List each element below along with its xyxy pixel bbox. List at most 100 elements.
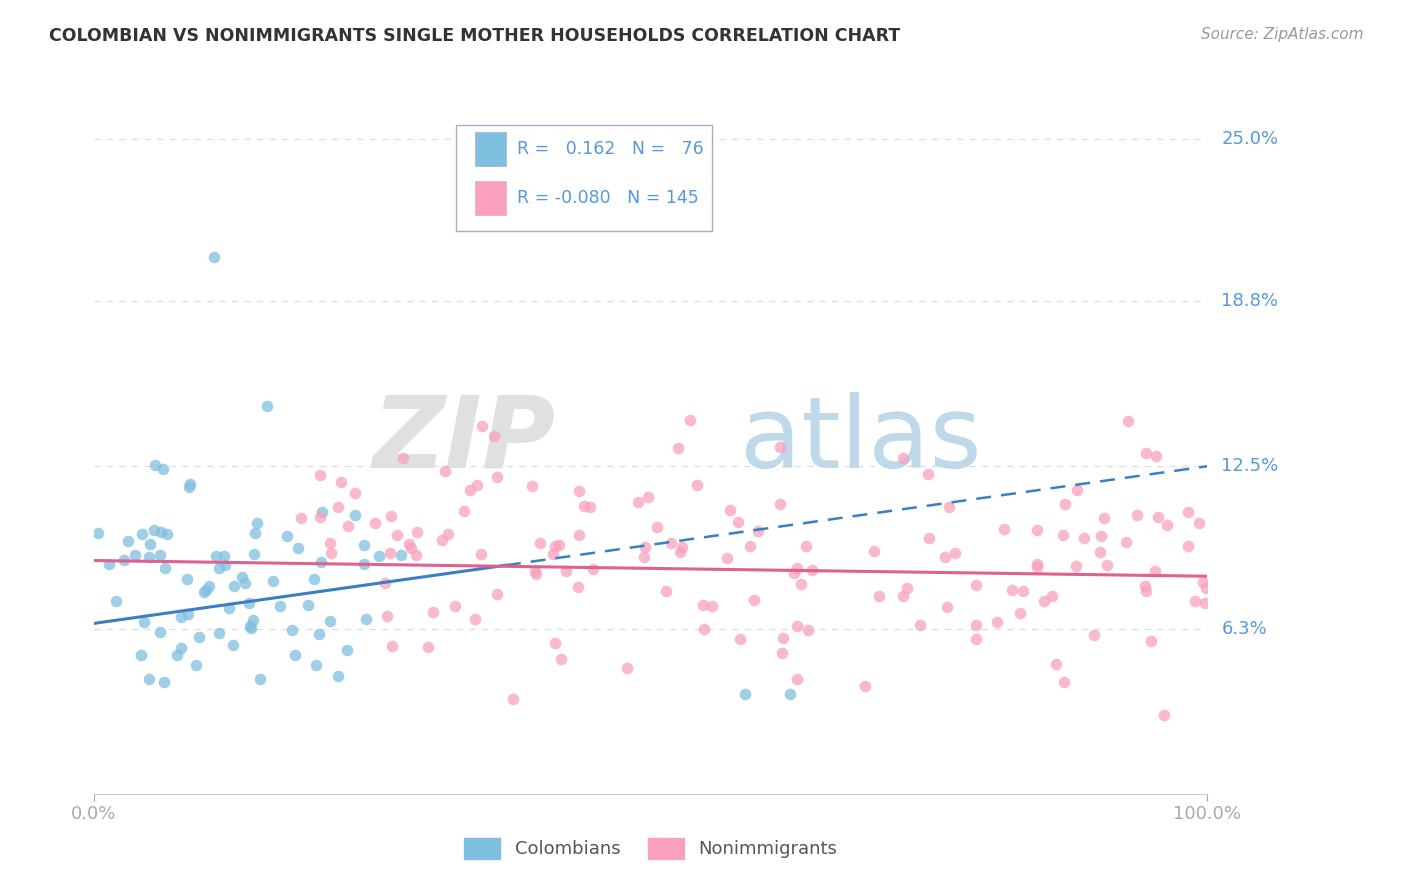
Point xyxy=(328,668,350,682)
Point xyxy=(208,626,231,640)
Point xyxy=(779,687,801,701)
Point xyxy=(309,555,332,569)
Point xyxy=(238,597,260,611)
Point xyxy=(637,491,659,505)
Point xyxy=(486,587,509,601)
Point xyxy=(918,531,941,545)
Point xyxy=(231,570,253,584)
Point xyxy=(1184,593,1206,607)
Point xyxy=(139,536,162,550)
Point xyxy=(1144,564,1167,578)
Text: COLOMBIAN VS NONIMMIGRANTS SINGLE MOTHER HOUSEHOLDS CORRELATION CHART: COLOMBIAN VS NONIMMIGRANTS SINGLE MOTHER… xyxy=(49,27,900,45)
Point xyxy=(471,418,494,433)
Point xyxy=(134,615,156,629)
Point xyxy=(131,527,153,541)
Point xyxy=(380,508,402,523)
Point xyxy=(659,536,682,550)
Point xyxy=(1156,517,1178,532)
Point xyxy=(458,483,481,497)
Point xyxy=(1177,505,1199,519)
Point xyxy=(943,546,966,560)
Point xyxy=(212,549,235,563)
Point xyxy=(1064,559,1087,574)
Point xyxy=(671,540,693,554)
Point xyxy=(464,612,486,626)
Point xyxy=(1115,534,1137,549)
Point xyxy=(1033,594,1056,608)
Point xyxy=(337,519,360,533)
Point xyxy=(249,672,271,686)
Point xyxy=(965,617,987,632)
Point xyxy=(156,527,179,541)
Point xyxy=(143,458,166,472)
Point xyxy=(381,640,404,654)
Point xyxy=(243,526,266,541)
Point xyxy=(529,536,551,550)
Point xyxy=(328,500,350,515)
Point xyxy=(797,624,820,638)
Point xyxy=(242,548,264,562)
Point xyxy=(256,399,278,413)
Point xyxy=(718,503,741,517)
Point xyxy=(1153,708,1175,723)
Point xyxy=(356,612,378,626)
Point xyxy=(387,528,409,542)
Point xyxy=(655,583,678,598)
Point xyxy=(166,648,188,662)
Point xyxy=(993,522,1015,536)
Text: Source: ZipAtlas.com: Source: ZipAtlas.com xyxy=(1201,27,1364,42)
Point xyxy=(1045,657,1067,672)
Point xyxy=(343,508,366,522)
Point xyxy=(246,516,269,531)
Point xyxy=(543,547,565,561)
Point xyxy=(302,572,325,586)
Point xyxy=(239,622,262,636)
Point xyxy=(207,560,229,574)
Point xyxy=(104,594,127,608)
Point xyxy=(138,672,160,686)
Point xyxy=(783,566,806,581)
Point xyxy=(222,579,245,593)
Point xyxy=(434,464,457,478)
Point xyxy=(98,557,121,571)
Point xyxy=(1195,581,1218,595)
Point xyxy=(143,523,166,537)
Point xyxy=(176,572,198,586)
Text: 18.8%: 18.8% xyxy=(1222,293,1278,310)
Point xyxy=(692,598,714,612)
Point xyxy=(1026,523,1049,537)
Point xyxy=(152,462,174,476)
Point xyxy=(550,652,572,666)
Point xyxy=(544,636,567,650)
FancyBboxPatch shape xyxy=(475,181,506,215)
Point xyxy=(669,544,692,558)
Point xyxy=(148,549,170,563)
Point xyxy=(1012,584,1035,599)
Point xyxy=(470,547,492,561)
Point xyxy=(934,549,956,564)
Point xyxy=(567,580,589,594)
Point xyxy=(239,619,262,633)
Point xyxy=(908,618,931,632)
Point xyxy=(311,505,333,519)
Point xyxy=(1177,539,1199,553)
Point xyxy=(399,541,422,555)
Point xyxy=(794,539,817,553)
Point xyxy=(647,520,669,534)
Point xyxy=(738,540,761,554)
Point xyxy=(202,250,225,264)
Point xyxy=(868,589,890,603)
Point xyxy=(405,548,427,562)
Point xyxy=(1073,532,1095,546)
Point xyxy=(770,646,793,660)
Point xyxy=(117,534,139,549)
Point xyxy=(290,510,312,524)
FancyBboxPatch shape xyxy=(475,132,506,166)
Point xyxy=(616,661,638,675)
Point xyxy=(482,428,505,442)
Point xyxy=(769,440,792,454)
Point xyxy=(443,599,465,613)
Point xyxy=(124,549,146,563)
Point xyxy=(170,641,193,656)
Point xyxy=(1147,509,1170,524)
